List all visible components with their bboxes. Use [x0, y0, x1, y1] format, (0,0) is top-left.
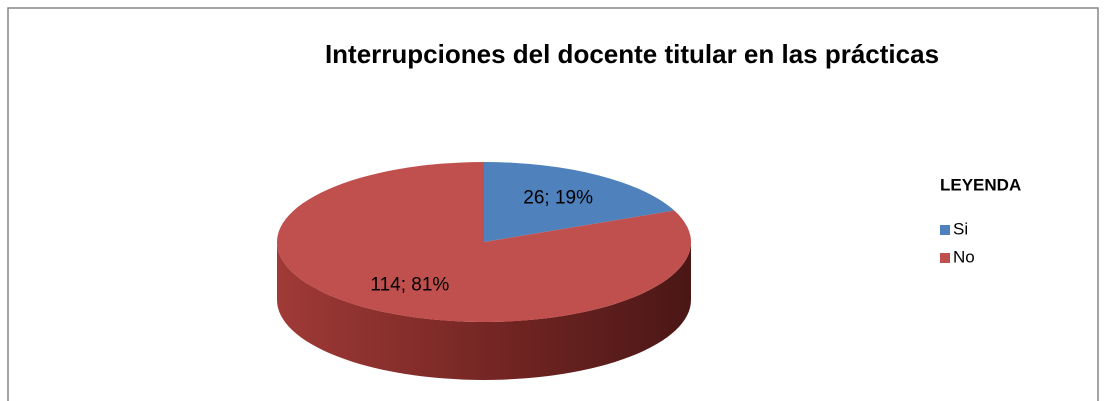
data-label: 114; 81% — [370, 274, 449, 295]
legend-label: No — [953, 247, 975, 266]
legend-swatch — [940, 253, 950, 263]
pie-slice — [484, 162, 675, 242]
pie-side — [277, 242, 691, 380]
legend-label: Si — [953, 219, 968, 238]
data-label: 26; 19% — [523, 188, 593, 209]
legend-title: LEYENDA — [940, 175, 1021, 194]
chart-title: Interrupciones del docente titular en la… — [325, 39, 939, 69]
legend-swatch — [940, 225, 950, 235]
pie-slice — [276, 162, 691, 322]
